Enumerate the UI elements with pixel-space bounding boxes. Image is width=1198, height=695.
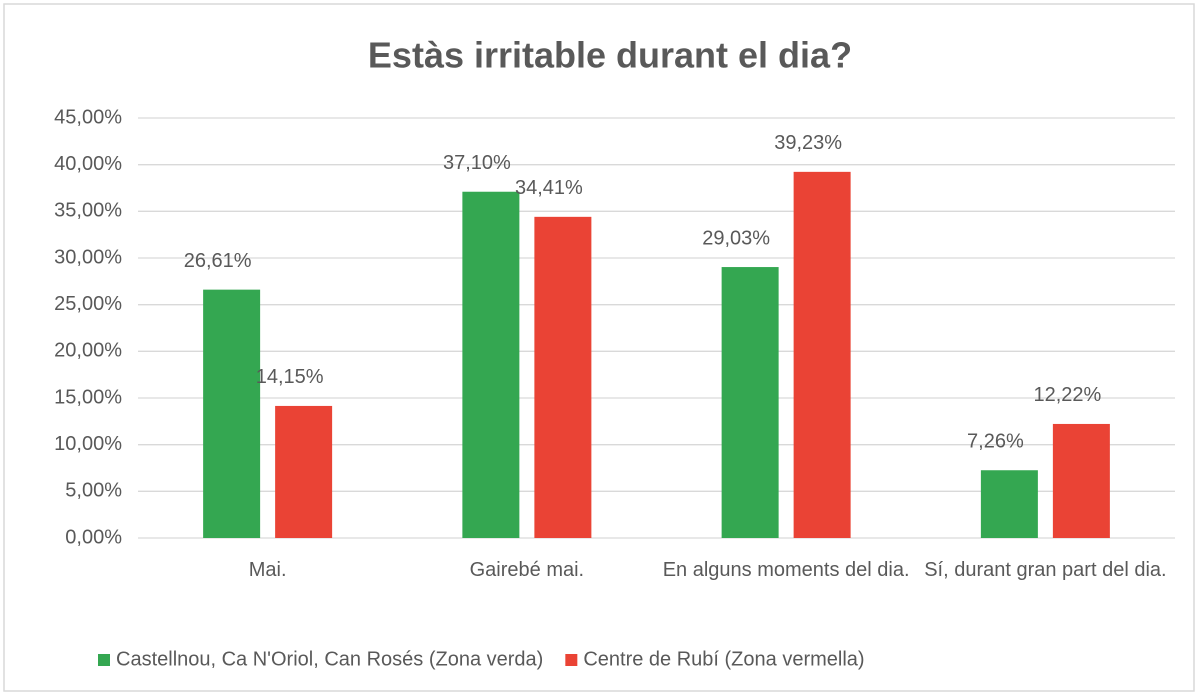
- bar: [275, 405, 333, 538]
- chart-frame: [3, 3, 1195, 692]
- y-tick-label: 30,00%: [54, 246, 122, 268]
- data-label: 7,26%: [967, 431, 1024, 453]
- y-tick-label: 5,00%: [65, 480, 122, 502]
- x-tick-label: Sí, durant gran part del dia.: [924, 559, 1167, 581]
- y-tick-label: 25,00%: [54, 293, 122, 315]
- data-label: 29,03%: [702, 227, 770, 249]
- y-tick-label: 40,00%: [54, 153, 122, 175]
- y-tick-label: 10,00%: [54, 433, 122, 455]
- bar: [462, 191, 520, 538]
- legend-swatch: [565, 654, 578, 666]
- data-label: 37,10%: [443, 152, 511, 174]
- y-tick-label: 20,00%: [54, 340, 122, 362]
- data-label: 34,41%: [515, 177, 583, 199]
- legend-swatch: [98, 654, 110, 666]
- x-tick-label: En alguns moments del dia.: [662, 559, 910, 581]
- data-label: 12,22%: [1033, 384, 1101, 406]
- data-label: 26,61%: [184, 250, 252, 272]
- chart-title: Estàs irritable durant el dia?: [368, 35, 852, 76]
- x-tick-label: Gairebé mai.: [469, 559, 585, 581]
- y-tick-label: 0,00%: [65, 526, 122, 548]
- y-tick-label: 45,00%: [54, 106, 122, 128]
- x-tick-label: Mai.: [248, 559, 287, 581]
- bar: [721, 267, 779, 538]
- bar: [203, 289, 261, 538]
- bar: [1052, 423, 1110, 538]
- y-tick-label: 35,00%: [54, 200, 122, 222]
- bar: [534, 216, 592, 538]
- legend-label: Centre de Rubí (Zona vermella): [583, 648, 864, 670]
- y-tick-label: 15,00%: [54, 386, 122, 408]
- data-label: 39,23%: [774, 132, 842, 154]
- data-label: 14,15%: [256, 366, 324, 388]
- legend-label: Castellnou, Ca N'Oriol, Can Rosés (Zona …: [116, 648, 543, 670]
- bar: [980, 470, 1038, 538]
- bar: [793, 171, 851, 538]
